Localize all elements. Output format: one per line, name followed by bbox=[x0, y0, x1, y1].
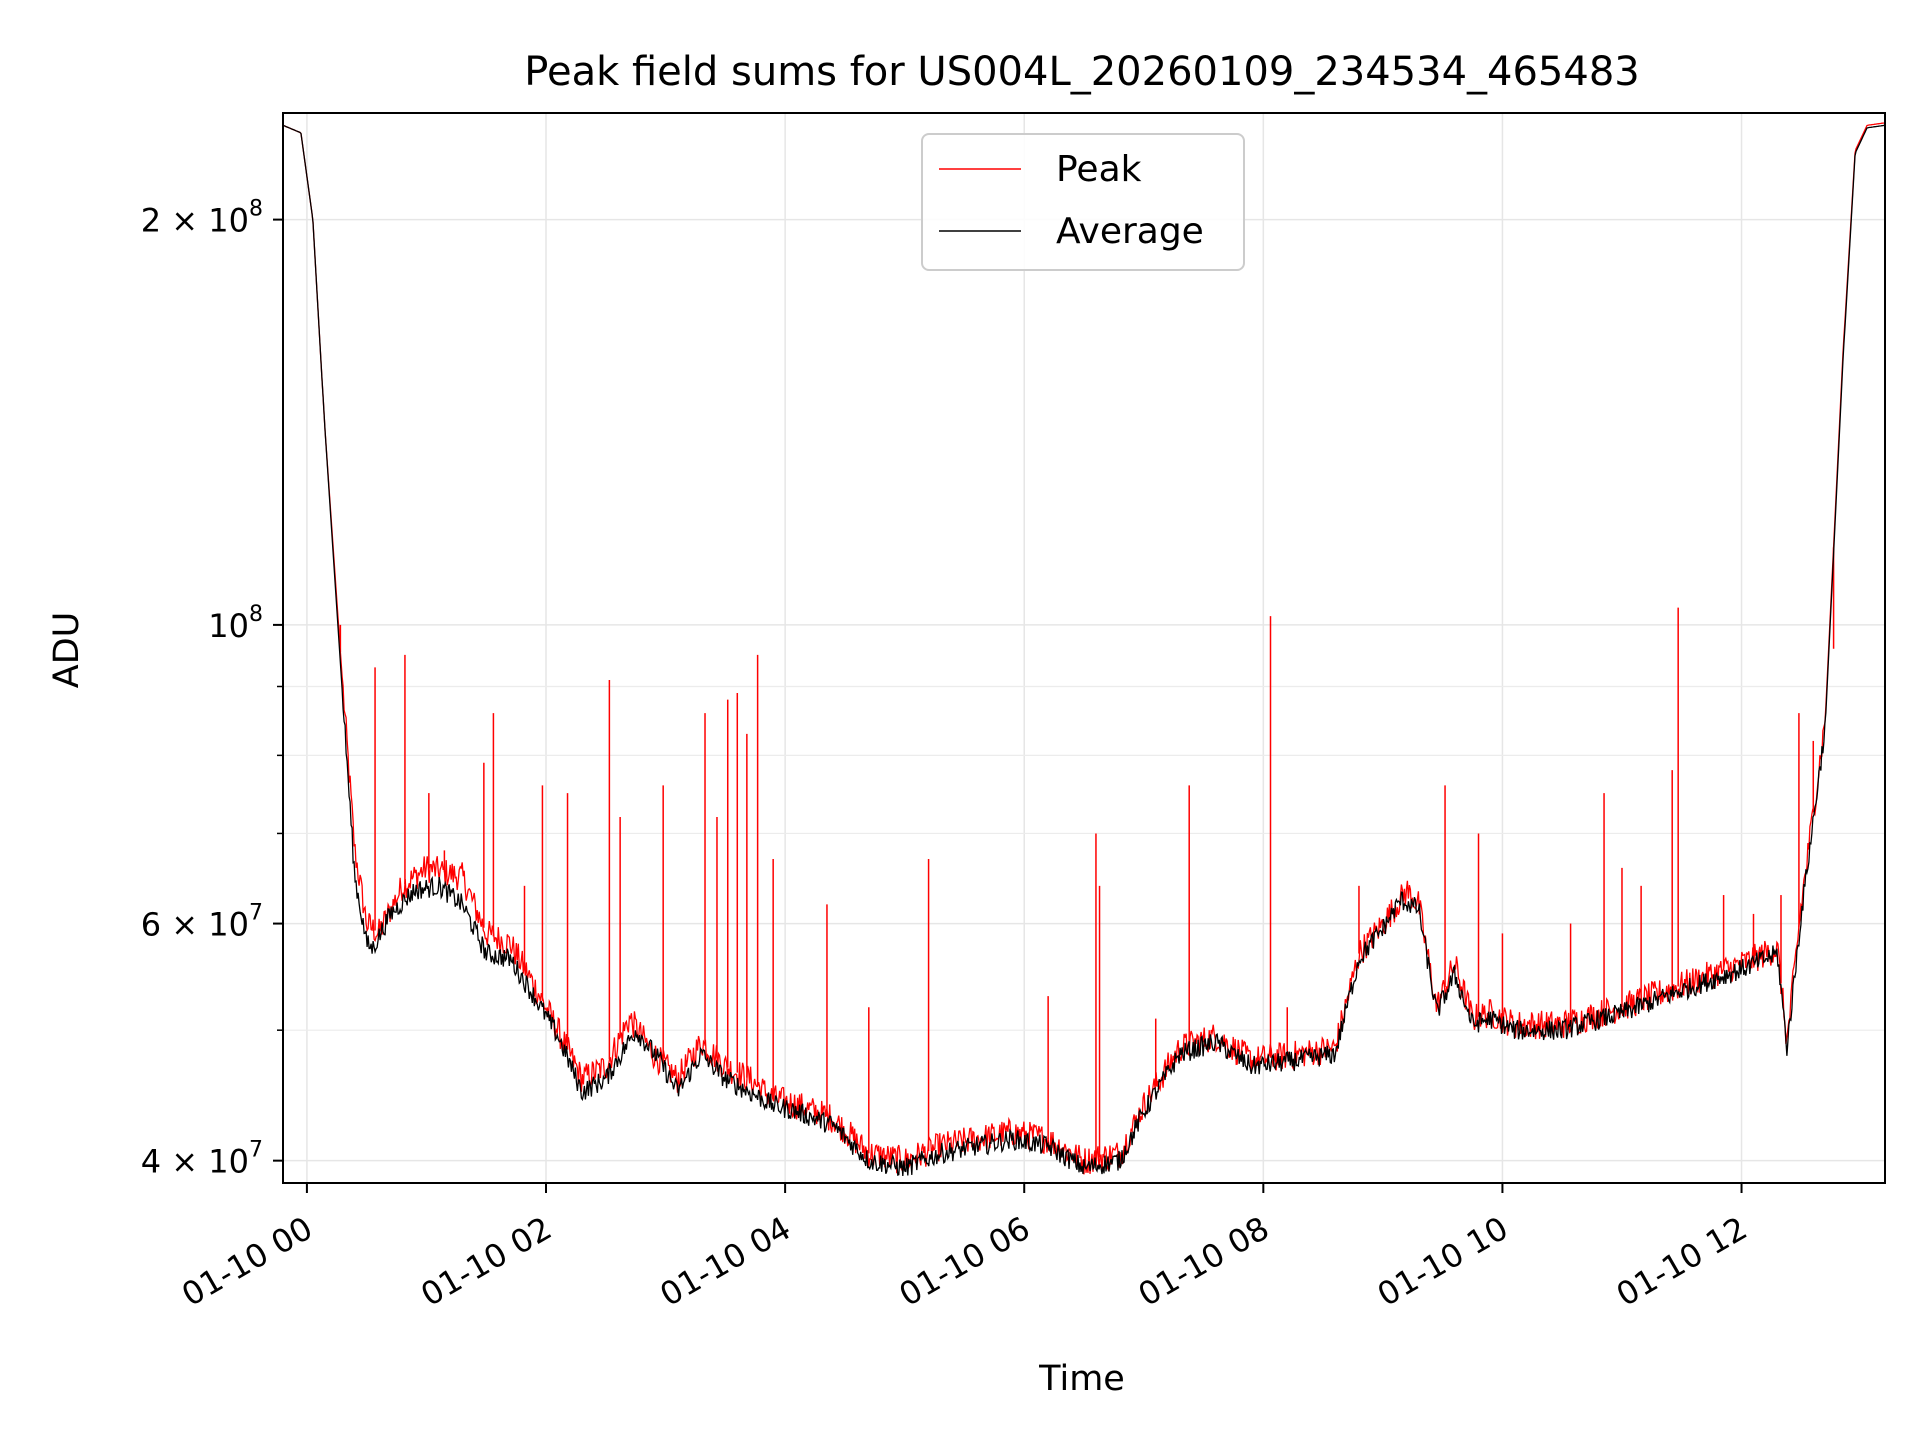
x-tick-label: 01-10 10 bbox=[1371, 1209, 1515, 1314]
x-tick-label: 01-10 08 bbox=[1132, 1209, 1276, 1314]
x-tick-label: 01-10 00 bbox=[175, 1209, 319, 1314]
y-tick-label: 6 × 107 bbox=[141, 901, 263, 944]
x-tick-label: 01-10 06 bbox=[893, 1209, 1037, 1314]
legend-box bbox=[921, 133, 1245, 271]
x-tick-label: 01-10 12 bbox=[1610, 1209, 1754, 1314]
y-tick-label: 2 × 108 bbox=[141, 197, 263, 240]
legend-average-label: Average bbox=[1056, 211, 1204, 252]
y-axis-label: ADU bbox=[47, 612, 87, 689]
x-tick-label: 01-10 04 bbox=[654, 1209, 798, 1314]
peak-series bbox=[339, 547, 1835, 1159]
legend-peak-label: Peak bbox=[1056, 149, 1142, 190]
x-tick-label: 01-10 02 bbox=[414, 1209, 558, 1314]
legend: Peak Average bbox=[921, 133, 1245, 271]
x-axis-label: Time bbox=[1038, 1359, 1125, 1399]
grid bbox=[283, 113, 1885, 1183]
chart-title: Peak field sums for US004L_20260109_2345… bbox=[524, 49, 1639, 95]
y-tick-label: 108 bbox=[208, 602, 263, 645]
peak-series-line bbox=[282, 122, 1886, 1175]
plot-frame bbox=[282, 112, 1886, 1184]
average-series-line bbox=[282, 124, 1886, 1177]
series-layer bbox=[282, 122, 1886, 1177]
y-tick-label: 4 × 107 bbox=[141, 1138, 263, 1181]
